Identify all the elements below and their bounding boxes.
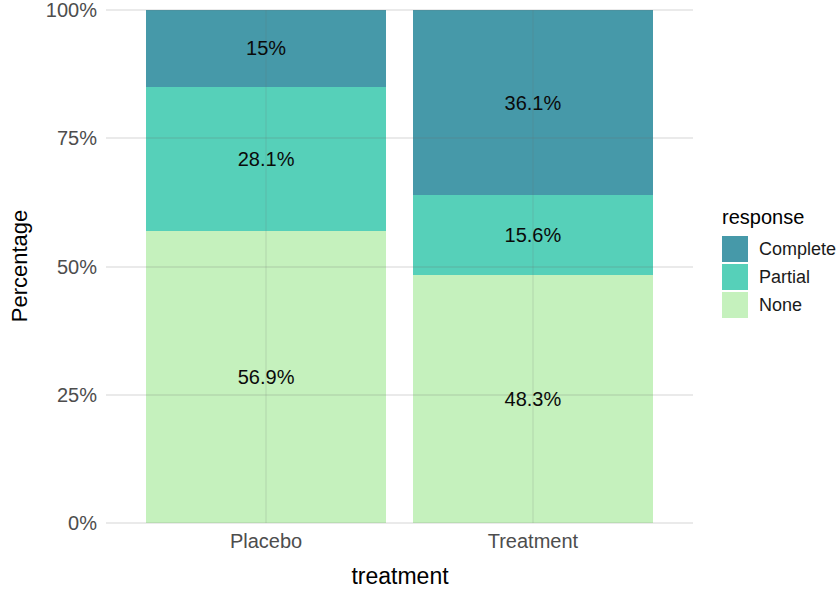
- y-tick-label-100%: 100%: [0, 0, 97, 22]
- bar-label-treatment-none: 48.3%: [505, 388, 562, 411]
- legend: response Complete Partial None: [722, 204, 836, 318]
- legend-swatch-none: [722, 292, 748, 318]
- gridline-treatment: [532, 10, 534, 523]
- bar-label-treatment-partial: 15.6%: [505, 224, 562, 247]
- legend-label-none: None: [759, 295, 802, 316]
- gridline-75%: [106, 137, 693, 139]
- x-tick-label-placebo: Placebo: [230, 529, 302, 553]
- legend-label-complete: Complete: [759, 239, 836, 260]
- legend-title: response: [722, 204, 836, 230]
- bar-label-treatment-complete: 36.1%: [505, 91, 562, 114]
- bar-label-placebo-partial: 28.1%: [238, 148, 295, 171]
- y-tick-label-50%: 50%: [0, 255, 97, 279]
- legend-swatch-complete: [722, 236, 748, 262]
- gridline-25%: [106, 394, 693, 396]
- bar-label-placebo-complete: 15%: [246, 37, 286, 60]
- gridline-50%: [106, 266, 693, 268]
- x-tick-label-treatment: Treatment: [488, 529, 578, 553]
- plot-panel: 15% 28.1% 56.9% 36.1% 15.6% 48.3%: [106, 10, 693, 523]
- y-tick-label-0%: 0%: [0, 511, 97, 535]
- legend-swatch-partial: [722, 264, 748, 290]
- gridline-placebo: [265, 10, 267, 523]
- gridline-100%: [106, 9, 693, 11]
- legend-label-partial: Partial: [759, 267, 810, 288]
- stacked-bar-chart-figure: Percentage treatment 15%28.1%56.9%36.1%1…: [0, 0, 840, 600]
- legend-item-none: None: [722, 292, 836, 318]
- legend-item-complete: Complete: [722, 236, 836, 262]
- x-axis-title: treatment: [351, 563, 448, 590]
- legend-item-partial: Partial: [722, 264, 836, 290]
- bar-label-placebo-none: 56.9%: [238, 366, 295, 389]
- y-tick-label-75%: 75%: [0, 126, 97, 150]
- y-tick-label-25%: 25%: [0, 383, 97, 407]
- legend-items: Complete Partial None: [722, 236, 836, 318]
- gridline-0%: [106, 522, 693, 524]
